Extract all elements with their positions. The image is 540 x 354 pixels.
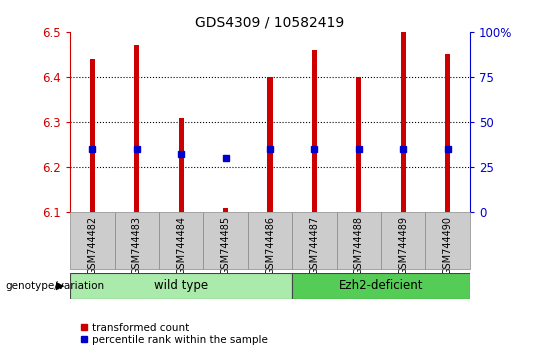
Bar	[426, 212, 470, 269]
Text: GSM744482: GSM744482	[87, 216, 97, 275]
Bar	[267, 77, 273, 212]
Text: Ezh2-deficient: Ezh2-deficient	[339, 279, 423, 292]
Bar	[90, 59, 95, 212]
Bar	[248, 212, 292, 269]
Text: GSM744489: GSM744489	[398, 216, 408, 275]
Bar	[70, 273, 292, 299]
Bar	[134, 45, 139, 212]
Text: GSM744487: GSM744487	[309, 216, 319, 275]
Bar	[381, 212, 426, 269]
Title: GDS4309 / 10582419: GDS4309 / 10582419	[195, 15, 345, 29]
Text: GSM744488: GSM744488	[354, 216, 364, 275]
Bar	[356, 77, 361, 212]
Bar	[223, 208, 228, 212]
Legend: transformed count, percentile rank within the sample: transformed count, percentile rank withi…	[76, 318, 272, 349]
Bar	[159, 212, 204, 269]
Bar	[114, 212, 159, 269]
Bar	[70, 212, 114, 269]
Text: GSM744484: GSM744484	[176, 216, 186, 275]
Text: GSM744483: GSM744483	[132, 216, 142, 275]
Bar	[336, 212, 381, 269]
Bar	[292, 212, 336, 269]
Bar	[204, 212, 248, 269]
Bar	[445, 55, 450, 212]
Text: genotype/variation: genotype/variation	[5, 281, 105, 291]
Bar	[179, 118, 184, 212]
Text: GSM744486: GSM744486	[265, 216, 275, 275]
Bar	[292, 273, 470, 299]
Text: wild type: wild type	[154, 279, 208, 292]
Text: ▶: ▶	[56, 281, 65, 291]
Text: GSM744485: GSM744485	[221, 216, 231, 275]
Text: GSM744490: GSM744490	[443, 216, 453, 275]
Bar	[312, 50, 317, 212]
Bar	[401, 32, 406, 212]
